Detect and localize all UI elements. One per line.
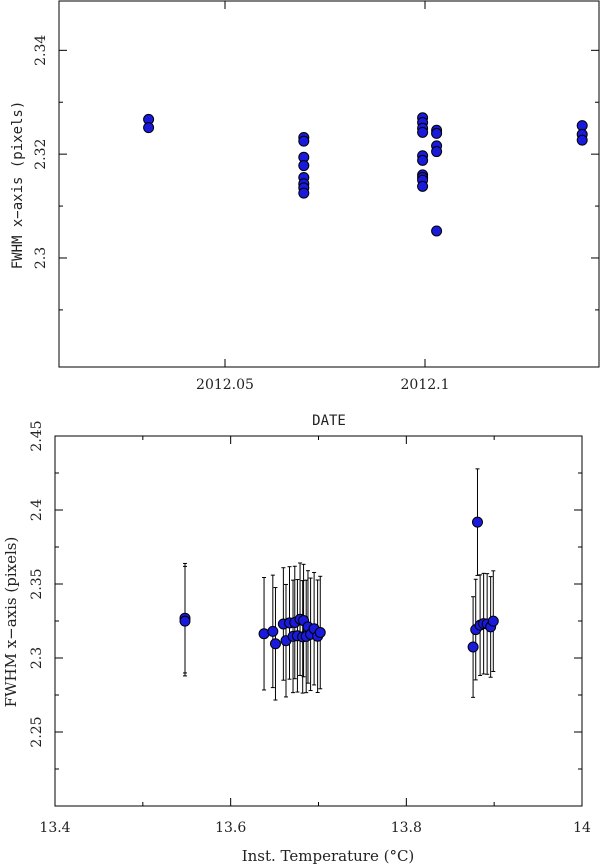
data-point: [298, 135, 310, 147]
data-point: [431, 225, 443, 237]
top-points: [143, 112, 588, 237]
bottom-errorbars: [182, 468, 496, 701]
data-point: [269, 638, 281, 650]
top-y-ticks: 2.3 2.32 2.34: [33, 35, 599, 311]
bottom-y-tick-label: 2.3: [29, 647, 45, 669]
top-y-axis-title: FWHM x−axis (pixels): [10, 101, 26, 270]
data-point: [431, 127, 443, 139]
bottom-y-tick-label: 2.45: [29, 420, 45, 451]
data-point: [417, 180, 429, 192]
top-y-tick-label: 2.3: [33, 247, 49, 269]
data-point: [417, 126, 429, 138]
bottom-points: [179, 516, 499, 653]
top-x-tick-label: 2012.05: [196, 377, 254, 393]
bottom-y-tick-label: 2.4: [29, 499, 45, 521]
bottom-panel: 2.25 2.3 2.35 2.4 2.45 13.4 13.6 13.8 14 Inst. …: [2, 420, 591, 865]
data-point: [417, 154, 429, 166]
bottom-x-ticks: 13.4 13.6 13.8 14: [39, 436, 591, 836]
data-point: [298, 187, 310, 199]
top-x-axis-title: DATE: [312, 413, 346, 429]
data-point: [143, 122, 155, 134]
top-plot-frame: [58, 0, 600, 368]
top-x-tick-label: 2012.1: [401, 377, 450, 393]
bottom-x-tick-label: 13.6: [215, 820, 246, 836]
data-point: [431, 146, 443, 158]
data-point: [267, 625, 279, 637]
bottom-y-tick-label: 2.35: [29, 568, 45, 599]
data-point: [298, 160, 310, 172]
data-point: [314, 627, 326, 639]
data-point: [487, 615, 499, 627]
data-point: [471, 516, 483, 528]
top-y-tick-label: 2.34: [33, 35, 49, 66]
bottom-x-tick-label: 13.8: [391, 820, 422, 836]
top-y-tick-label: 2.32: [33, 139, 49, 170]
top-x-ticks: 2012.05 2012.1: [196, 1, 450, 393]
top-panel: 2.3 2.32 2.34 2012.05 2012.1 DATE FWHM x−ax…: [10, 0, 600, 429]
data-point: [179, 615, 191, 627]
bottom-x-tick-label: 13.4: [39, 820, 70, 836]
bottom-plot-frame: [54, 435, 583, 807]
bottom-x-axis-title: Inst. Temperature (°C): [242, 847, 415, 865]
bottom-y-tick-label: 2.25: [29, 716, 45, 747]
bottom-y-ticks: 2.25 2.3 2.35 2.4 2.45: [29, 420, 582, 770]
bottom-x-tick-label: 14: [573, 820, 591, 836]
data-point: [576, 134, 588, 146]
bottom-y-axis-title: FWHM x−axis (pixels): [2, 537, 20, 708]
data-point: [467, 641, 479, 653]
